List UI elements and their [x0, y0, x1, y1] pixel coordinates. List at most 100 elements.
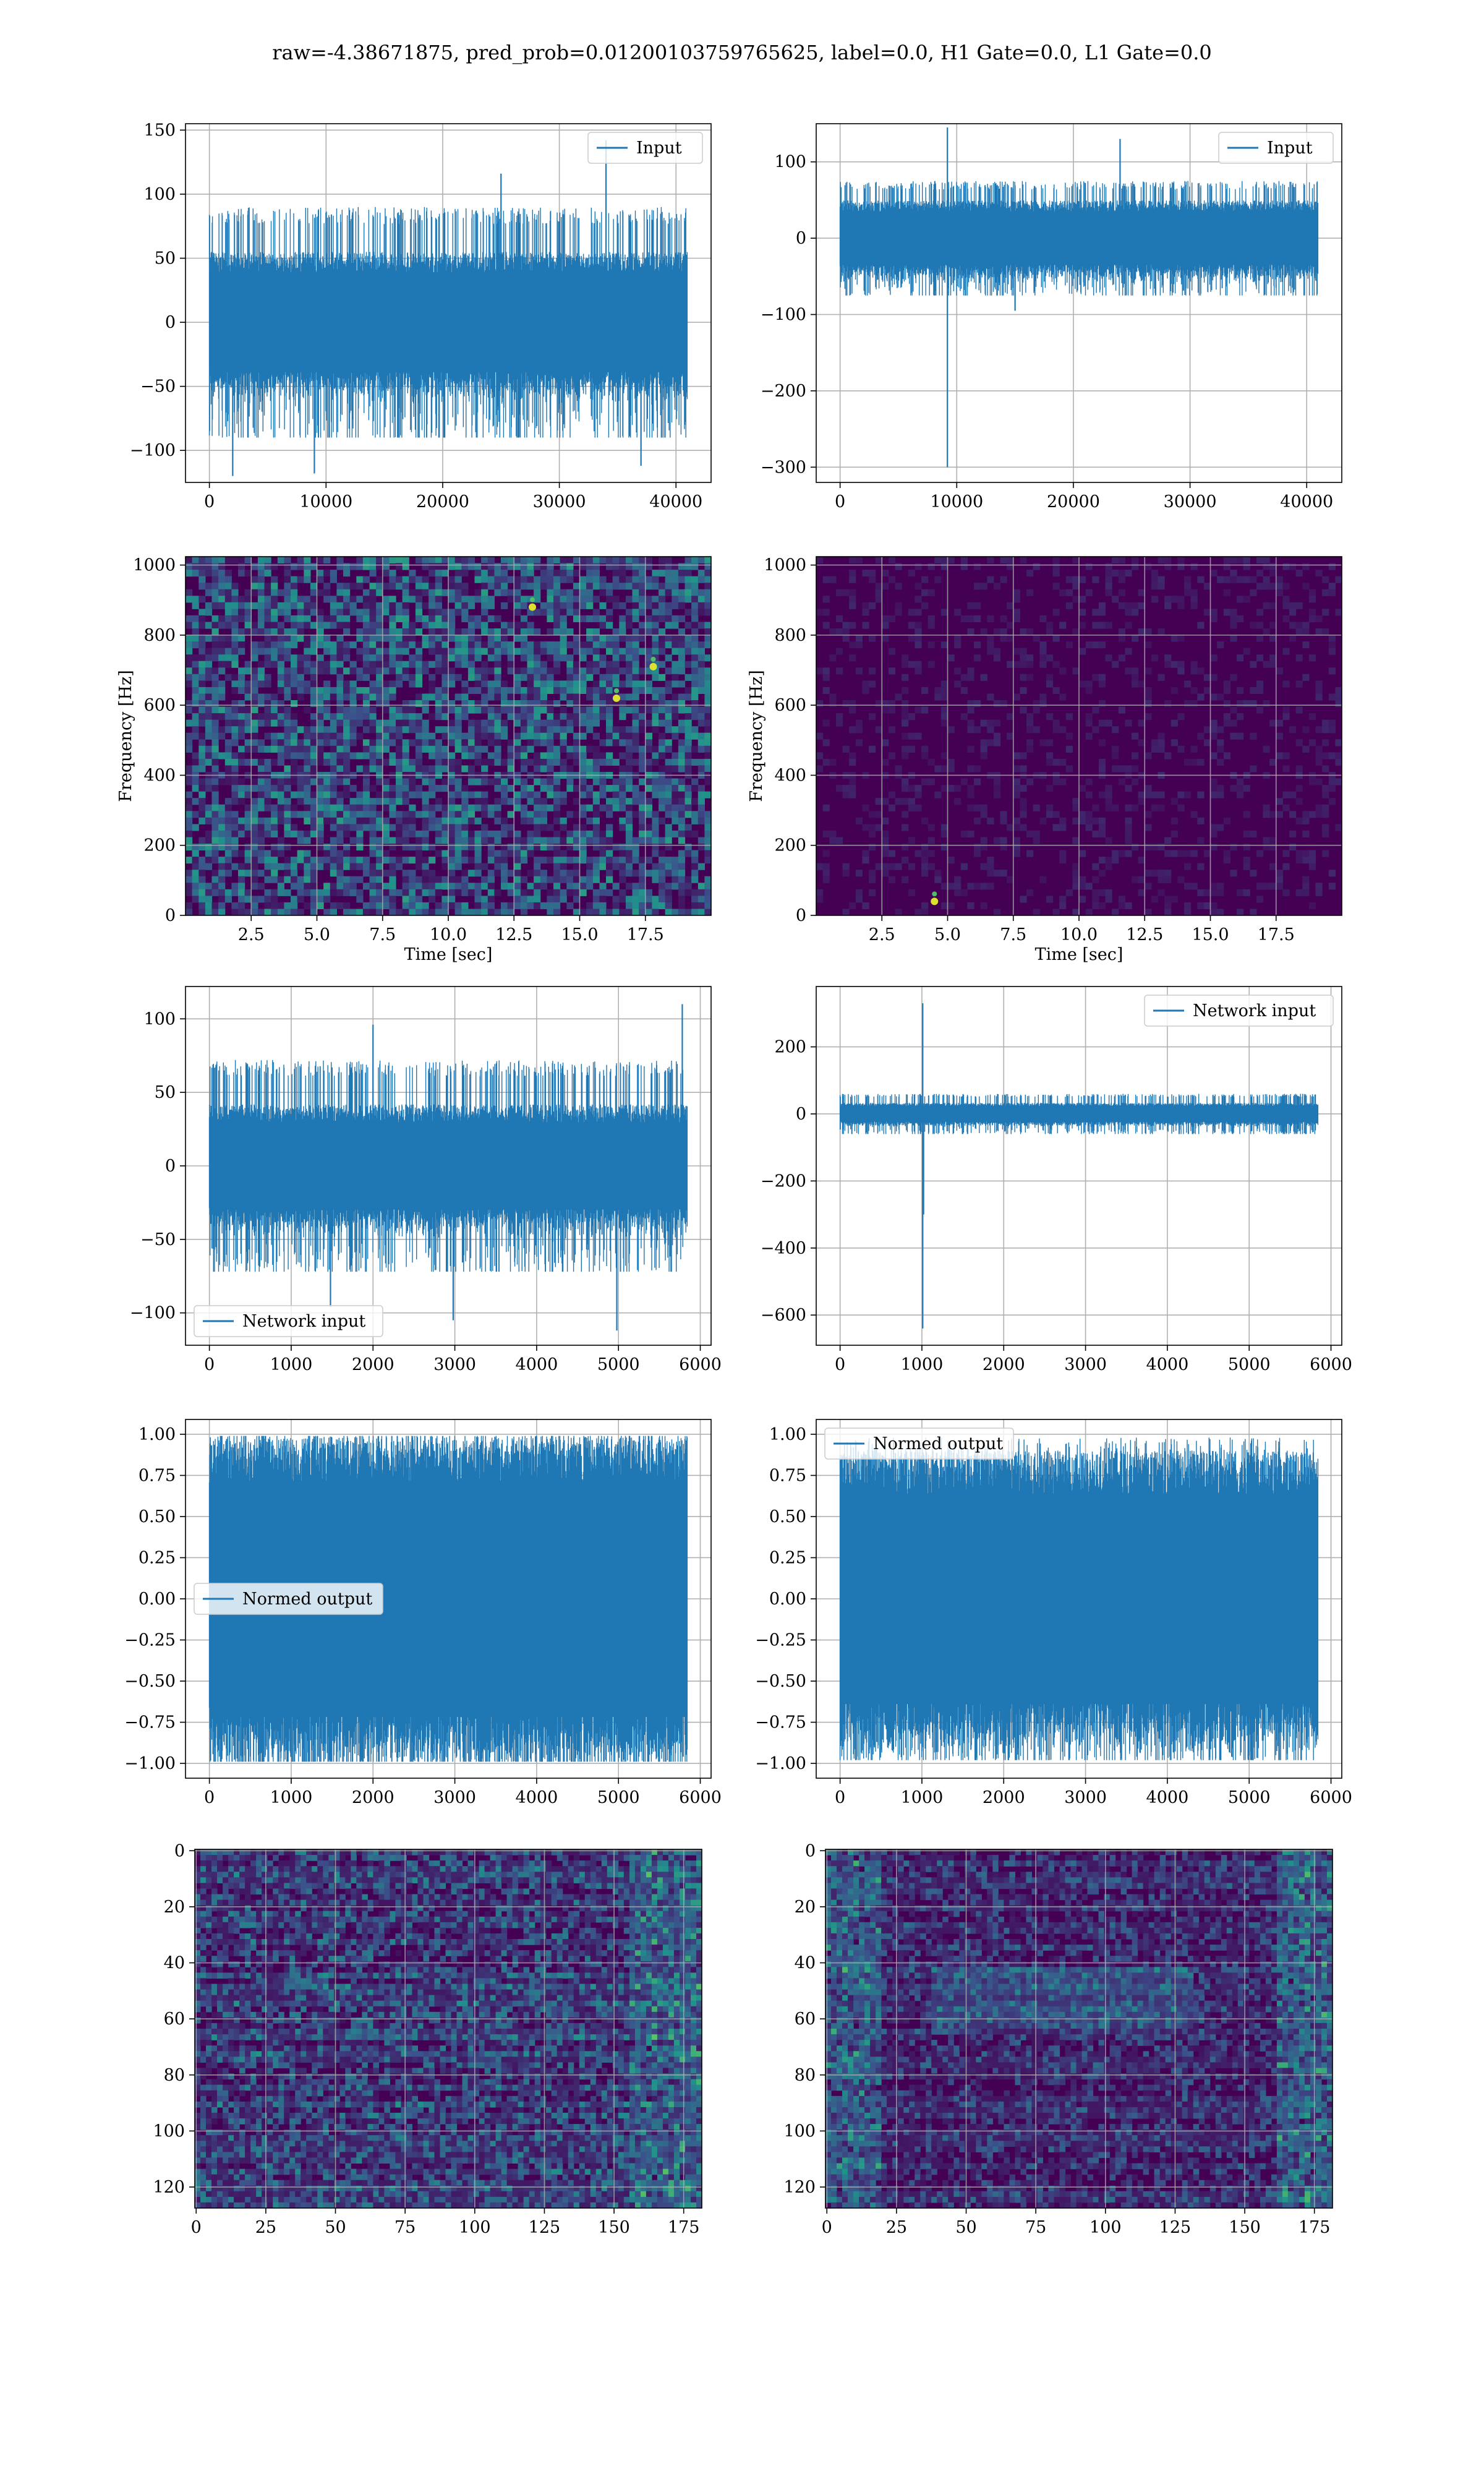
heatmap-cell: [940, 680, 949, 688]
heatmap-cell: [599, 622, 607, 629]
heatmap-cell: [474, 667, 482, 675]
heatmap-cell: [238, 909, 245, 915]
heatmap-cell: [652, 896, 659, 903]
heatmap-cell: [619, 732, 626, 740]
heatmap-cell: [1145, 687, 1152, 694]
heatmap-cell: [291, 752, 298, 760]
heatmap-cell: [534, 596, 541, 603]
heatmap-cell: [336, 791, 344, 798]
heatmap-cell: [1276, 798, 1283, 805]
heatmap-cell: [553, 661, 561, 668]
heatmap-cell: [579, 824, 587, 831]
heatmap-cell: [691, 811, 699, 818]
heatmap-cell: [1243, 830, 1250, 837]
heatmap-cell: [1079, 817, 1086, 824]
heatmap-cell: [192, 641, 199, 649]
plot-area: [186, 557, 711, 915]
heatmap-cell: [317, 863, 324, 870]
heatmap-cell: [231, 909, 239, 915]
heatmap-cell: [1302, 811, 1310, 818]
heatmap-cell: [284, 654, 291, 662]
heatmap-cell: [1007, 622, 1014, 629]
legend-label: Input: [636, 139, 682, 158]
heatmap-cell: [389, 680, 396, 688]
heatmap-cell: [389, 622, 396, 629]
heatmap-cell: [1322, 726, 1329, 734]
heatmap-cell: [639, 778, 646, 785]
heatmap-cell: [606, 687, 613, 694]
heatmap-cell: [304, 557, 311, 564]
heatmap-cell: [409, 713, 416, 721]
heatmap-cell: [422, 791, 429, 798]
heatmap-cell: [343, 902, 351, 909]
heatmap-cell: [396, 706, 403, 714]
heatmap-cell: [467, 635, 475, 642]
heatmap-cell: [409, 758, 416, 766]
heatmap-cell: [1085, 824, 1093, 831]
heatmap-cell: [921, 857, 929, 864]
heatmap-cell: [691, 700, 699, 708]
heatmap-cell: [659, 687, 666, 694]
heatmap-cell: [415, 557, 423, 564]
heatmap-cell: [652, 609, 659, 616]
heatmap-cell: [441, 883, 449, 890]
heatmap-cell: [632, 700, 639, 708]
y-tick-label: 0: [796, 1105, 806, 1124]
heatmap-cell: [540, 576, 547, 583]
heatmap-cell: [323, 726, 331, 734]
heatmap-cell: [672, 706, 679, 714]
heatmap-cell: [514, 883, 521, 890]
heatmap-cell: [1295, 680, 1303, 688]
heatmap-cell: [1065, 576, 1073, 583]
heatmap-cell: [409, 674, 416, 681]
heatmap-cell: [448, 778, 456, 785]
heatmap-cell: [231, 863, 239, 870]
heatmap-cell: [454, 883, 462, 890]
x-tick-label: 15.0: [1192, 925, 1229, 944]
heatmap-cell: [639, 706, 646, 714]
heatmap-cell: [334, 1849, 340, 1856]
heatmap-cell: [1230, 674, 1237, 681]
heatmap-cell: [1269, 758, 1277, 766]
heatmap-cell: [317, 758, 324, 766]
heatmap-cell: [1190, 758, 1198, 766]
heatmap-cell: [1052, 687, 1060, 694]
heatmap-cell: [534, 726, 541, 734]
heatmap-cell: [514, 674, 521, 681]
heatmap-cell: [1072, 628, 1080, 636]
heatmap-cell: [1132, 844, 1139, 851]
heatmap-cell: [396, 798, 403, 805]
heatmap-cell: [1158, 876, 1165, 883]
heatmap-cell: [678, 870, 686, 877]
heatmap-cell: [882, 706, 889, 714]
heatmap-cell: [323, 863, 331, 870]
heatmap-cell: [1033, 706, 1040, 714]
heatmap-cell: [291, 811, 298, 818]
heatmap-cell: [409, 889, 416, 896]
x-tick-label: 4000: [516, 1788, 558, 1807]
heatmap-cell: [271, 654, 278, 662]
heatmap-cell: [1328, 635, 1336, 642]
heatmap-cell: [540, 641, 547, 649]
heatmap-cell: [1033, 563, 1040, 570]
heatmap-cell: [349, 609, 357, 616]
heatmap-cell: [921, 909, 929, 915]
heatmap-cell: [980, 583, 987, 590]
heatmap-cell: [211, 622, 219, 629]
heatmap-cell: [362, 700, 370, 708]
heatmap-cell: [1079, 896, 1086, 903]
heatmap-cell: [487, 713, 495, 721]
y-tick-label: 200: [143, 836, 176, 855]
x-tick-label: 1000: [270, 1788, 313, 1807]
heatmap-cell: [205, 589, 213, 596]
heatmap-cell: [284, 570, 291, 577]
heatmap-cell: [310, 889, 318, 896]
heatmap-cell: [474, 837, 482, 844]
heatmap-cell: [435, 609, 442, 616]
heatmap-cell: [435, 700, 442, 708]
heatmap-cell: [547, 667, 554, 675]
heatmap-cell: [862, 680, 869, 688]
heatmap-cell: [291, 765, 298, 773]
heatmap-cell: [257, 615, 265, 622]
heatmap-cell: [1282, 680, 1290, 688]
